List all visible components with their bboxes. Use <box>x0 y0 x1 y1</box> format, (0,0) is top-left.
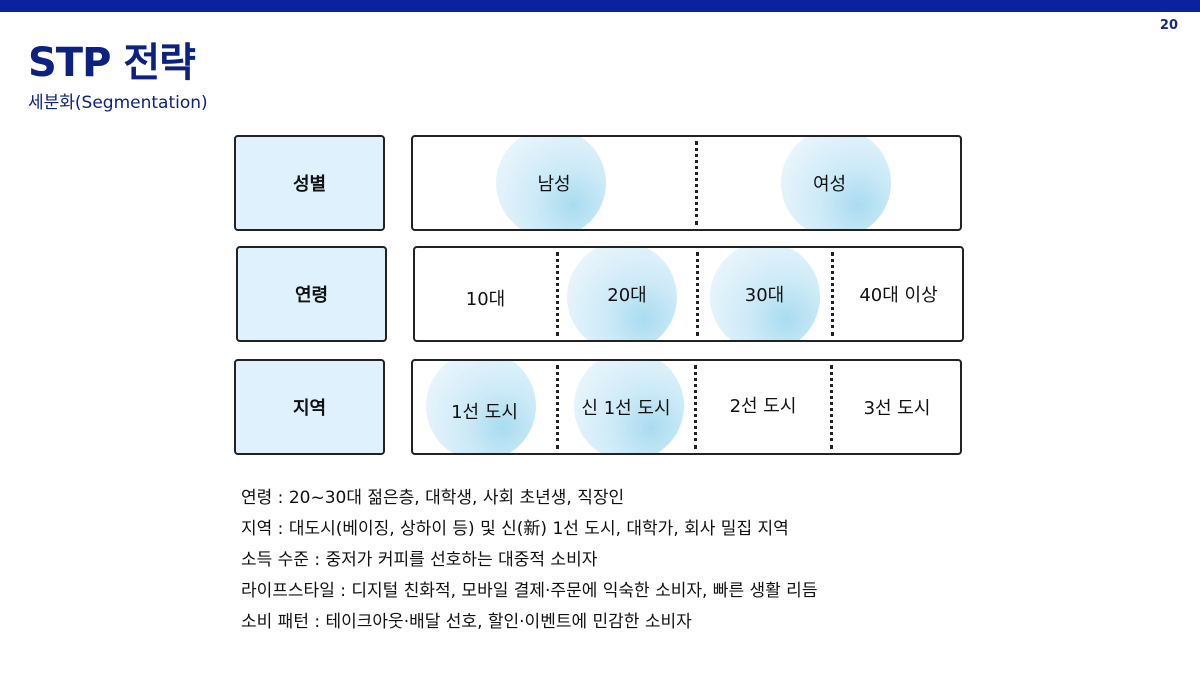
highlight-blob <box>496 137 606 229</box>
segmentation-notes: 연령 : 20~30대 젊은층, 대학생, 사회 초년생, 직장인 지역 : 대… <box>241 483 817 638</box>
row-label-age: 연령 <box>236 246 387 342</box>
segment-cell: 30대 <box>744 285 785 306</box>
divider <box>695 141 698 225</box>
segment-row-gender: 남성 여성 <box>411 135 962 231</box>
segment-cell: 20대 <box>607 285 647 306</box>
segment-cell: 남성 <box>537 174 571 195</box>
note-line: 소비 패턴 : 테이크아웃·배달 선호, 할인·이벤트에 민감한 소비자 <box>241 612 692 632</box>
note-line: 연령 : 20~30대 젊은층, 대학생, 사회 초년생, 직장인 <box>241 488 625 508</box>
divider <box>556 365 559 449</box>
row-label-region: 지역 <box>234 359 385 455</box>
highlight-blob <box>781 137 891 229</box>
row-label-gender: 성별 <box>234 135 385 231</box>
highlight-blob <box>574 361 684 453</box>
segment-cell: 1선 도시 <box>451 402 518 423</box>
highlight-blob <box>710 248 820 340</box>
divider <box>830 365 833 449</box>
page-number: 20 <box>1159 18 1178 33</box>
segment-row-age: 10대 20대 30대 40대 이상 <box>413 246 964 342</box>
top-bar <box>0 0 1200 12</box>
segment-cell: 3선 도시 <box>863 398 931 419</box>
divider <box>696 252 699 336</box>
page-title: STP 전략 <box>28 40 196 86</box>
divider <box>831 252 834 336</box>
highlight-blob <box>567 248 677 340</box>
divider <box>556 252 559 336</box>
segment-cell: 신 1선 도시 <box>581 398 671 419</box>
segment-cell: 40대 이상 <box>859 285 938 306</box>
segment-row-region: 1선 도시 신 1선 도시 2선 도시 3선 도시 <box>411 359 962 455</box>
highlight-blob <box>426 361 536 453</box>
note-line: 소득 수준 : 중저가 커피를 선호하는 대중적 소비자 <box>241 550 598 570</box>
segment-cell: 2선 도시 <box>729 396 797 417</box>
page-subtitle: 세분화(Segmentation) <box>28 93 208 113</box>
note-line: 라이프스타일 : 디지털 친화적, 모바일 결제·주문에 익숙한 소비자, 빠른… <box>241 581 818 601</box>
segment-cell: 10대 <box>465 289 506 310</box>
segment-cell: 여성 <box>812 174 847 195</box>
divider <box>694 365 697 449</box>
note-line: 지역 : 대도시(베이징, 상하이 등) 및 신(新) 1선 도시, 대학가, … <box>241 519 789 539</box>
